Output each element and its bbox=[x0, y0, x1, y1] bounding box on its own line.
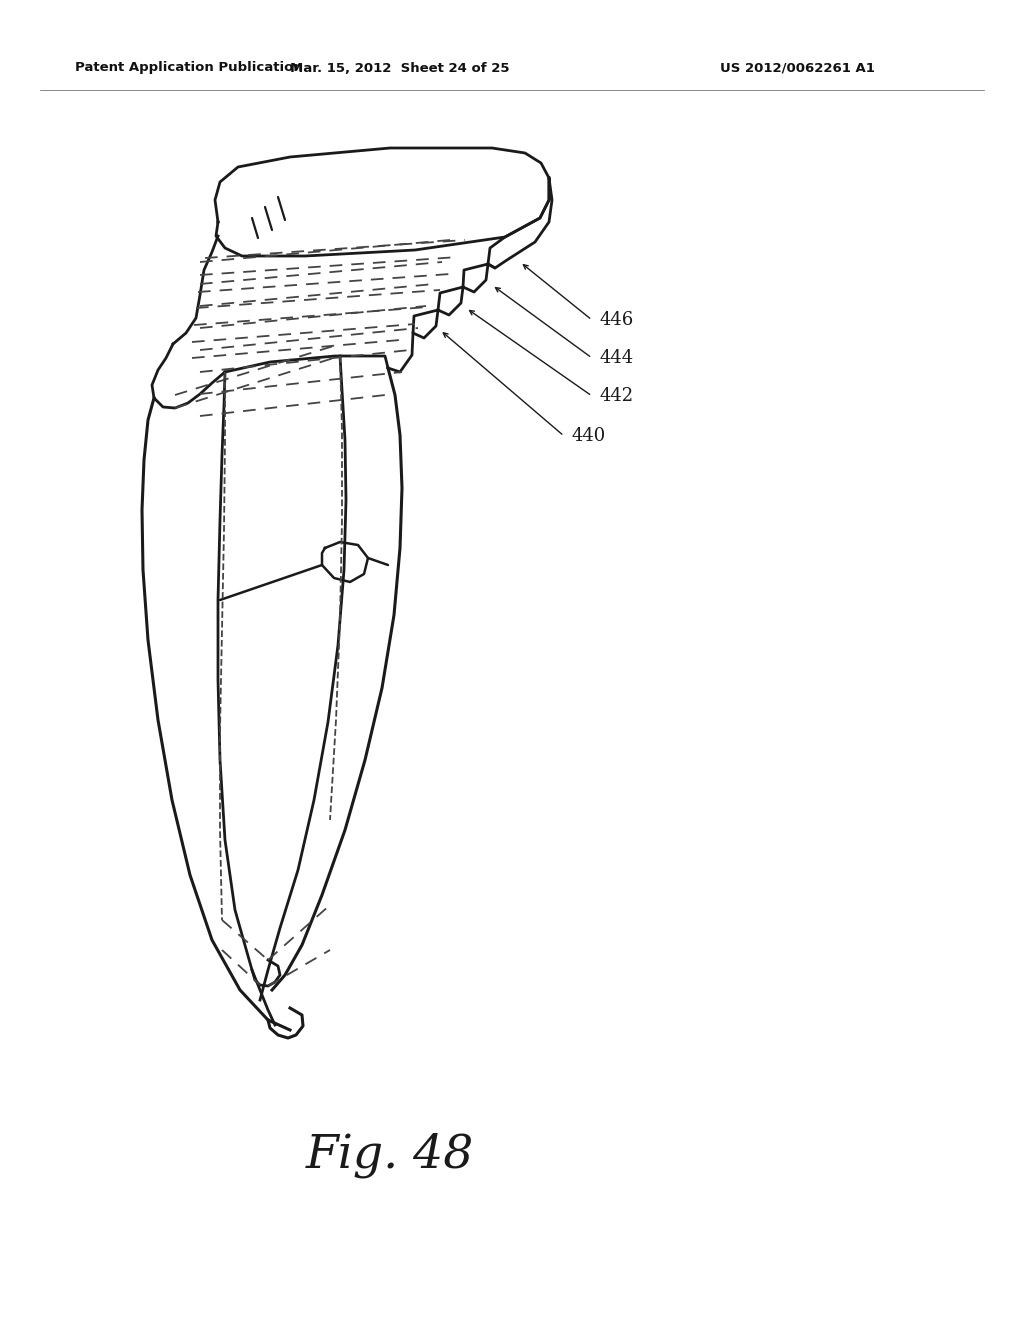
Text: Mar. 15, 2012  Sheet 24 of 25: Mar. 15, 2012 Sheet 24 of 25 bbox=[290, 62, 510, 74]
Text: US 2012/0062261 A1: US 2012/0062261 A1 bbox=[720, 62, 874, 74]
Text: Patent Application Publication: Patent Application Publication bbox=[75, 62, 303, 74]
Text: 444: 444 bbox=[600, 348, 634, 367]
Text: Fig. 48: Fig. 48 bbox=[306, 1133, 474, 1177]
Text: 442: 442 bbox=[600, 387, 634, 405]
Text: 446: 446 bbox=[600, 312, 634, 329]
Text: 440: 440 bbox=[572, 426, 606, 445]
